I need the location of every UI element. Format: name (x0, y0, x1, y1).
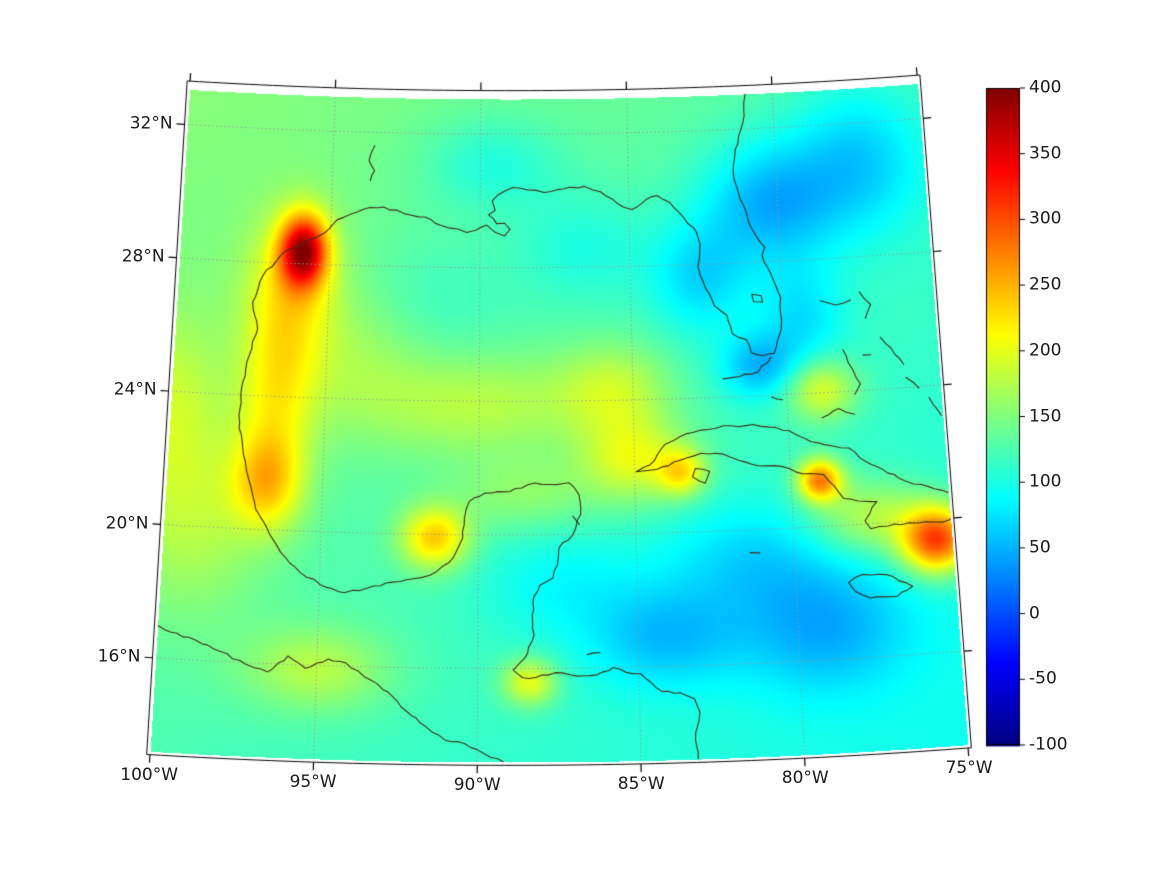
y-tick-label-16: 16°N (97, 646, 141, 667)
colorbar-tick-label--50: -50 (1029, 668, 1057, 689)
colorbar-tick-label-250: 250 (1029, 274, 1062, 295)
colorbar-tick-label-350: 350 (1029, 143, 1062, 164)
y-tick-label-24: 24°N (113, 379, 157, 400)
y-tick-label-20: 20°N (105, 513, 149, 534)
colorbar-tick-label-50: 50 (1029, 537, 1051, 558)
y-tick-label-32: 32°N (129, 113, 173, 134)
x-tick-label--95: 95°W (289, 772, 337, 793)
x-tick-label--90: 90°W (453, 775, 501, 796)
colorbar-tick-label-400: 400 (1029, 77, 1062, 98)
colorbar-tick-label-100: 100 (1029, 471, 1062, 492)
colorbar-tick-label--100: -100 (1029, 734, 1068, 755)
colorbar-tick-label-300: 300 (1029, 209, 1062, 230)
x-tick-label--100: 100°W (120, 764, 179, 785)
x-tick-label--85: 85°W (617, 773, 665, 794)
x-tick-label--75: 75°W (945, 757, 993, 778)
y-tick-label-28: 28°N (121, 246, 165, 267)
colorbar-tick-label-0: 0 (1029, 603, 1040, 624)
x-tick-label--80: 80°W (781, 768, 829, 789)
colorbar-tick-label-200: 200 (1029, 340, 1062, 361)
colorbar-tick-label-150: 150 (1029, 406, 1062, 427)
